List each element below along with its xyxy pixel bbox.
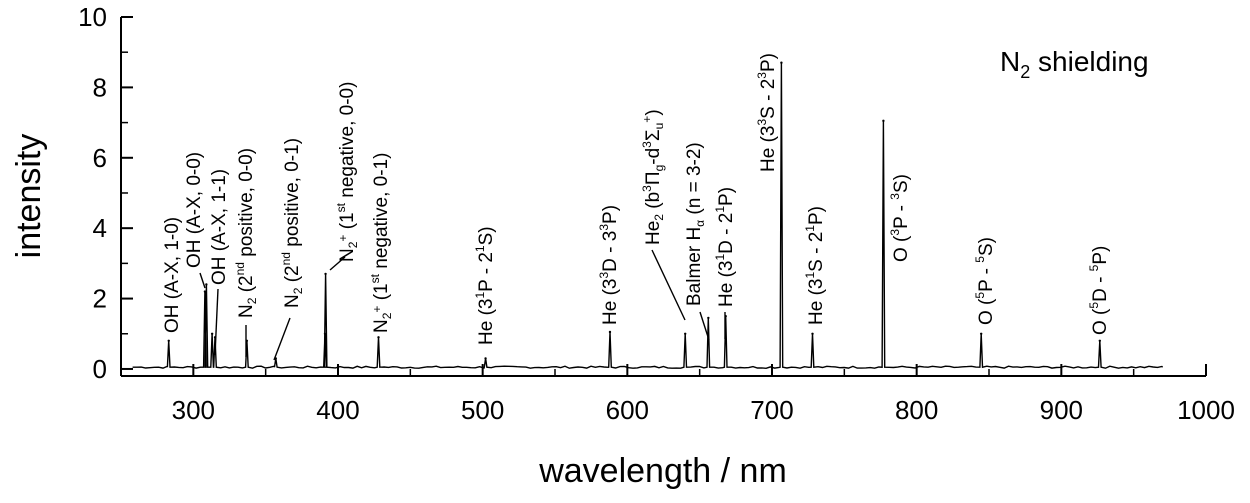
- peak-point: [684, 332, 687, 335]
- chart-title-main: N: [1000, 46, 1020, 77]
- annot-he-31s-21p: He (31S - 21P): [803, 206, 827, 325]
- peak-point: [484, 357, 487, 360]
- x-tick-label: 900: [1040, 395, 1083, 425]
- peak-point: [979, 332, 983, 335]
- arrow-oh-a-x-0-0: [199, 272, 206, 289]
- annot-n2p-1st-0-0: N2+ (1st negative, 0-0): [334, 82, 360, 262]
- x-tick-label: 1000: [1177, 395, 1235, 425]
- annot-oh-a-x-1-0: OH (A-X, 1-0): [162, 217, 183, 333]
- y-tick-label: 10: [78, 2, 107, 32]
- arrow-balmer-ha: [699, 311, 710, 341]
- peak-point: [377, 336, 380, 339]
- y-tick-label: 8: [93, 72, 107, 102]
- annot-oh-a-x-1-1: OH (A-X, 1-1): [209, 169, 230, 285]
- annot-n2-2nd-0-1: N2 (2nd positive, 0-1): [279, 138, 305, 308]
- annot-oh-a-x-0-0: OH (A-X, 0-0): [184, 152, 205, 268]
- annot-n2-2nd-0-0: N2 (2nd positive, 0-0): [233, 148, 259, 318]
- spectrum-line: [132, 62, 1164, 370]
- arrow-n2-2nd-0-1: [273, 317, 291, 361]
- axes: [120, 17, 1206, 377]
- chart-title-sub: 2: [1020, 62, 1030, 82]
- peak-point: [210, 332, 214, 335]
- peak-point: [707, 316, 710, 320]
- peak-point: [1098, 339, 1102, 343]
- x-tick-label: 400: [316, 395, 359, 425]
- x-tick-label: 300: [172, 395, 215, 425]
- y-tick-label: 4: [93, 213, 107, 243]
- arrow-oh-a-x-1-1: [214, 288, 219, 356]
- peak-point: [780, 61, 783, 64]
- y-tick-label: 0: [93, 354, 107, 384]
- annot-o-5p-5s: O (5P - 5S): [973, 237, 997, 325]
- peak-point: [203, 290, 207, 293]
- x-tick-label: 600: [606, 395, 649, 425]
- peak-point: [205, 283, 208, 286]
- y-tick-label: 2: [93, 284, 107, 314]
- peak-point: [882, 119, 885, 123]
- peak-marks: [167, 61, 1102, 360]
- x-axis-title: wavelength / nm: [538, 452, 787, 490]
- peak-point: [167, 339, 170, 343]
- annot-he-31p-21s: He (31P - 21S): [473, 226, 497, 345]
- x-tick-label: 500: [461, 395, 504, 425]
- arrow-he2-band: [651, 249, 686, 321]
- annot-balmer-ha: Balmer Hα (n = 3-2): [684, 142, 707, 306]
- chart-title: N2 shielding: [1000, 46, 1149, 82]
- annot-he-33d-33p: He (33D - 33P): [597, 205, 621, 325]
- y-axis-title: intensity: [10, 134, 48, 259]
- annot-o-3p-3s: O (3P - 3S): [888, 174, 912, 262]
- annot-he-33s-23p: He (33S - 23P): [755, 53, 779, 172]
- chart-title-rest: shielding: [1030, 46, 1148, 77]
- peak-point: [324, 272, 327, 276]
- y-ticks: 0 2 4 6 8 10: [78, 2, 133, 384]
- peak-point: [811, 332, 814, 335]
- y-tick-label: 6: [93, 143, 107, 173]
- annot-he2-band: He2 (b3Πg-d3Σu+): [640, 109, 666, 245]
- annot-o-5d-5p: O (5D - 5P): [1087, 246, 1111, 335]
- x-tick-label: 700: [750, 395, 793, 425]
- arrow-n2p-1st-0-0: [329, 256, 346, 271]
- peak-point: [323, 332, 327, 335]
- peak-point: [608, 330, 612, 334]
- annot-he-31d-21p: He (31D - 21P): [713, 187, 737, 307]
- x-tick-label: 800: [895, 395, 938, 425]
- x-ticks: 300 400 500 600 700 800 900 1000: [120, 364, 1235, 425]
- annot-n2p-1st-0-1: N2+ (1st negative, 0-1): [368, 153, 394, 333]
- annotations: OH (A-X, 1-0) OH (A-X, 0-0) OH (A-X, 1-1…: [162, 53, 1111, 361]
